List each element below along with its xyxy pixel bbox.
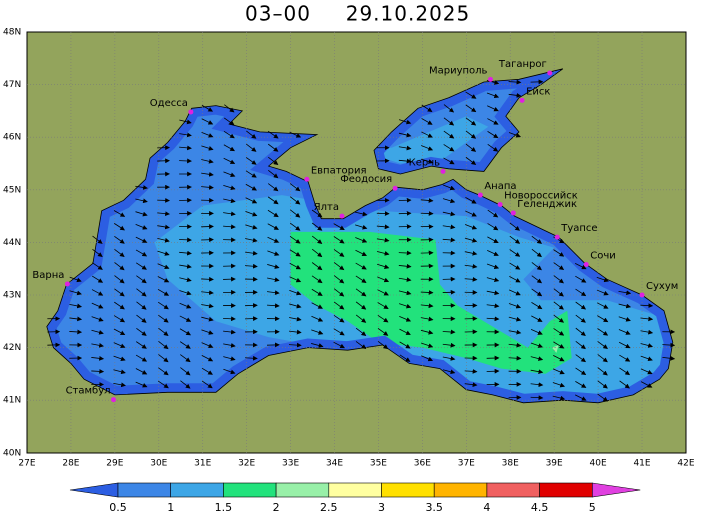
city-dot xyxy=(339,214,344,219)
colorbar-label: 4.5 xyxy=(531,501,549,514)
city-label: Варна xyxy=(32,270,64,281)
colorbar-segment xyxy=(171,483,224,497)
city-label: Геленджик xyxy=(517,199,577,210)
lat-label: 45N xyxy=(3,185,21,195)
lon-label: 34E xyxy=(326,459,343,469)
city-dot xyxy=(640,293,645,298)
city-label: Сухум xyxy=(646,281,678,292)
lon-label: 40E xyxy=(590,459,607,469)
city-label: Феодосия xyxy=(340,174,392,185)
colorbar-label: 0.5 xyxy=(109,501,127,514)
colorbar-label: 2.5 xyxy=(320,501,338,514)
title-date: 29.10.2025 xyxy=(346,2,471,26)
lat-label: 47N xyxy=(3,80,21,90)
colorbar-label: 5 xyxy=(589,501,596,514)
colorbar-segment xyxy=(329,483,382,497)
city-dot xyxy=(584,262,589,267)
lat-label: 48N xyxy=(3,28,21,38)
city-dot xyxy=(111,397,116,402)
colorbar-low xyxy=(70,483,118,497)
city-dot xyxy=(547,71,552,76)
city-dot xyxy=(65,281,70,286)
lon-label: 30E xyxy=(150,459,167,469)
city-dot xyxy=(478,193,483,198)
lat-label: 46N xyxy=(3,133,21,143)
colorbar-segment xyxy=(487,483,540,497)
lat-label: 41N xyxy=(3,396,21,406)
lon-label: 33E xyxy=(282,459,299,469)
city-dot xyxy=(188,109,193,114)
colorbar-label: 3 xyxy=(378,501,385,514)
lon-label: 38E xyxy=(502,459,519,469)
city-label: Сочи xyxy=(590,250,616,261)
lon-label: 37E xyxy=(458,459,475,469)
lon-label: 39E xyxy=(546,459,563,469)
lon-label: 36E xyxy=(414,459,431,469)
colorbar-label: 2 xyxy=(273,501,280,514)
lat-label: 40N xyxy=(3,448,21,458)
city-label: Ейск xyxy=(526,86,550,97)
title-time: 03–00 xyxy=(245,2,311,26)
city-dot xyxy=(520,98,525,103)
city-dot xyxy=(304,177,309,182)
lon-label: 42E xyxy=(677,459,694,469)
city-dot xyxy=(488,77,493,82)
colorbar-label: 3.5 xyxy=(425,501,443,514)
lon-label: 27E xyxy=(18,459,35,469)
city-label: Мариуполь xyxy=(429,65,488,76)
city-dot xyxy=(511,210,516,215)
lat-label: 44N xyxy=(3,238,21,248)
lon-label: 28E xyxy=(62,459,79,469)
colorbar-segment xyxy=(223,483,276,497)
city-dot xyxy=(441,169,446,174)
city-dot xyxy=(498,202,503,207)
colorbar-segment xyxy=(434,483,487,497)
colorbar: 0.5 1 1.5 2 2.5 3 3.5 4 4.5 5 xyxy=(70,483,640,514)
colorbar-label: 1.5 xyxy=(215,501,233,514)
city-label: Таганрог xyxy=(498,59,547,70)
city-label: Одесса xyxy=(150,98,188,109)
lat-label: 42N xyxy=(3,343,21,353)
lon-label: 35E xyxy=(370,459,387,469)
city-label: Туапсе xyxy=(560,223,597,234)
colorbar-segment xyxy=(540,483,593,497)
lon-label: 31E xyxy=(194,459,211,469)
colorbar-segment xyxy=(382,483,435,497)
wave-arrow xyxy=(399,253,411,254)
colorbar-high xyxy=(592,483,640,497)
city-label: Стамбул xyxy=(66,386,111,397)
lat-label: 43N xyxy=(3,291,21,301)
city-label: Керчь xyxy=(409,157,441,168)
colorbar-segment xyxy=(276,483,329,497)
city-label: Ялта xyxy=(314,202,339,213)
colorbar-label: 4 xyxy=(483,501,490,514)
lon-label: 32E xyxy=(238,459,255,469)
lon-label: 41E xyxy=(633,459,650,469)
colorbar-label: 1 xyxy=(167,501,174,514)
city-dot xyxy=(393,186,398,191)
lon-label: 29E xyxy=(106,459,123,469)
city-dot xyxy=(555,235,560,240)
colorbar-segment xyxy=(118,483,171,497)
wave-arrow xyxy=(179,240,191,241)
